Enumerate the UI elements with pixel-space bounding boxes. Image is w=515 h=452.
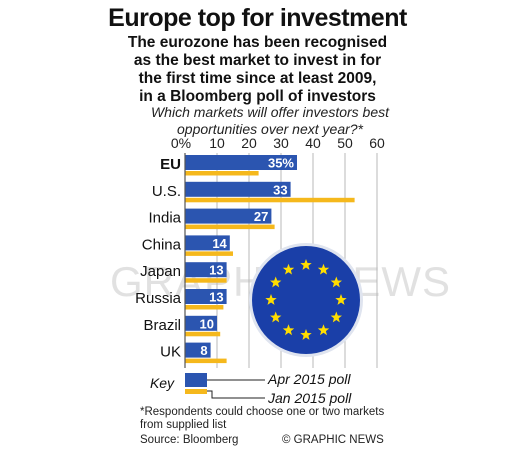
bar-apr xyxy=(185,235,230,251)
x-tick-label: 60 xyxy=(369,135,385,151)
star-icon xyxy=(282,324,295,336)
bar-jan xyxy=(185,331,221,337)
bar-jan xyxy=(185,305,224,310)
bar-apr xyxy=(185,155,297,170)
credit: © GRAPHIC NEWS xyxy=(282,434,384,446)
star-icon xyxy=(317,324,330,336)
data-label: 35% xyxy=(268,156,294,171)
data-label: 27 xyxy=(254,209,268,224)
bar-jan xyxy=(185,358,227,364)
key-swatch-apr xyxy=(185,373,207,387)
key-jan-label: Jan 2015 poll xyxy=(267,390,352,406)
key-swatch-jan xyxy=(185,389,207,394)
star-icon xyxy=(270,276,282,288)
category-label: U.S. xyxy=(152,183,181,200)
chart-question: Which markets will offer investors best … xyxy=(105,104,435,138)
source-note: Source: Bloomberg xyxy=(140,434,239,446)
bar-apr xyxy=(185,315,217,331)
star-icon xyxy=(330,276,342,288)
bar-apr xyxy=(185,208,272,224)
x-tick-label: 40 xyxy=(305,135,321,151)
bar-jan xyxy=(185,224,275,230)
data-label: 8 xyxy=(200,343,207,358)
data-label: 13 xyxy=(209,263,223,278)
x-tick-label: 10 xyxy=(209,135,225,151)
category-label: India xyxy=(148,210,181,227)
bar-apr xyxy=(185,181,291,197)
category-label: UK xyxy=(160,344,181,361)
key-apr-label: Apr 2015 poll xyxy=(267,371,351,387)
bar-jan xyxy=(185,278,227,283)
bar-apr xyxy=(185,262,227,278)
key-label: Key xyxy=(150,375,175,391)
bar-jan xyxy=(185,197,355,203)
x-tick-label: 0% xyxy=(171,135,191,151)
category-label: Russia xyxy=(135,290,182,307)
subtitle-line: in a Bloomberg poll of investors xyxy=(139,88,376,105)
category-label: EU xyxy=(160,156,181,173)
eu-flag-icon xyxy=(252,246,360,354)
star-icon xyxy=(300,259,312,270)
question-line: Which markets will offer investors best xyxy=(150,104,390,120)
chart-subtitle: The eurozone has been recognised as the … xyxy=(0,34,515,106)
category-label: Brazil xyxy=(143,317,181,334)
data-label: 14 xyxy=(212,236,227,251)
star-icon xyxy=(282,263,295,275)
footnote-line: *Respondents could choose one or two mar… xyxy=(140,406,385,418)
star-icon xyxy=(270,311,282,323)
subtitle-line: as the best market to invest in for xyxy=(133,52,382,69)
star-icon xyxy=(265,294,277,305)
x-tick-label: 20 xyxy=(241,135,257,151)
bar-apr xyxy=(185,342,211,358)
footnote-line: from supplied list xyxy=(140,419,227,431)
x-tick-label: 50 xyxy=(337,135,353,151)
question-line: opportunities over next year?* xyxy=(177,121,363,137)
footnote: *Respondents could choose one or two mar… xyxy=(140,406,384,432)
data-label: 33 xyxy=(273,182,287,197)
bar-jan xyxy=(185,171,259,176)
star-icon xyxy=(317,263,330,275)
star-icon xyxy=(330,311,342,323)
subtitle-line: the first time since at least 2009, xyxy=(138,70,377,87)
x-tick-label: 30 xyxy=(273,135,289,151)
bar-jan xyxy=(185,251,233,256)
category-label: Japan xyxy=(140,263,181,280)
key-leader-jan xyxy=(207,390,265,399)
chart-title: Europe top for investment xyxy=(108,4,407,32)
category-label: China xyxy=(142,236,182,253)
data-label: 10 xyxy=(200,316,214,331)
bar-apr xyxy=(185,289,227,304)
star-icon xyxy=(335,294,347,305)
star-icon xyxy=(300,329,312,340)
data-label: 13 xyxy=(209,290,223,305)
subtitle-line: The eurozone has been recognised xyxy=(127,34,388,51)
